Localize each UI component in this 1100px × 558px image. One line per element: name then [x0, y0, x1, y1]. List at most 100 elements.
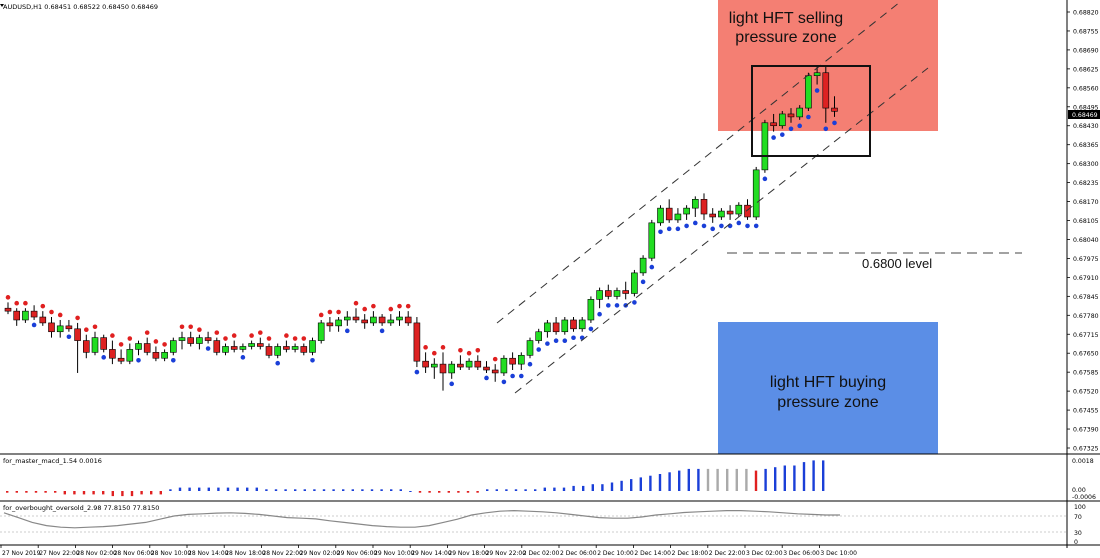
candle-bull: [396, 316, 403, 321]
macd-bar: [265, 489, 268, 491]
macd-bar: [514, 489, 518, 491]
price-axis-label: 0.68820: [1073, 10, 1099, 17]
macd-bar: [15, 491, 18, 493]
current-price-tag: 0.68469: [1072, 112, 1098, 119]
candle-bear: [474, 360, 482, 368]
signal-dot-blue: [745, 223, 750, 229]
macd-bar: [774, 467, 777, 491]
macd-bar: [409, 491, 412, 492]
macd-bar: [130, 491, 134, 497]
candle-bull: [387, 319, 395, 324]
macd-bar: [92, 491, 95, 495]
signal-dot-blue: [345, 328, 350, 334]
candle-bear: [143, 343, 151, 353]
macd-bar: [822, 460, 825, 491]
time-axis-label: 2 Dec 22:00: [709, 550, 746, 557]
candle-bull: [126, 349, 134, 362]
candle-bull: [561, 319, 569, 333]
signal-dot-blue: [449, 381, 455, 387]
candle-bull: [309, 340, 316, 353]
macd-bar: [572, 485, 575, 491]
macd-bar: [284, 489, 287, 491]
signal-dot-blue: [658, 229, 663, 235]
signal-dot-blue: [545, 341, 550, 346]
signal-dot-red: [188, 324, 193, 330]
price-axis: 0.68820 0.68755 0.68690 0.68625 0.68560 0.684…: [1067, 10, 1099, 453]
candle-bull: [587, 299, 595, 321]
price-axis-label: 0.67520: [1073, 389, 1099, 396]
level-label: 0.6800 level: [862, 256, 932, 271]
signal-dot-blue: [501, 379, 507, 385]
candle-bull: [239, 346, 247, 350]
collapse-triangle-icon[interactable]: [0, 4, 4, 7]
time-axis-label: 3 Dec 02:00: [746, 550, 783, 557]
time-axis-label: 28 Nov 10:00: [151, 550, 192, 557]
macd-bar: [745, 468, 748, 491]
macd-bar: [457, 491, 460, 493]
macd-bar: [562, 487, 566, 491]
signal-dot-red: [397, 303, 402, 309]
candle-bear: [622, 290, 630, 294]
macd-bar: [44, 491, 47, 493]
candle-bull: [317, 322, 325, 341]
time-axis-label: 2 Dec 10:00: [597, 550, 634, 557]
signal-dot-blue: [519, 373, 524, 379]
macd-bar: [370, 489, 374, 491]
price-axis-label: 0.67910: [1073, 275, 1099, 282]
signal-dot-blue: [614, 303, 620, 308]
signal-dot-blue: [701, 223, 707, 229]
candle-bull: [674, 213, 682, 221]
price-axis-label: 0.67325: [1073, 446, 1099, 453]
macd-bar: [6, 491, 9, 493]
sell-zone-label-1: light HFT selling: [729, 10, 843, 27]
macd-bar: [678, 470, 681, 491]
candle-bull: [178, 337, 186, 341]
time-axis-label: 3 Dec 06:00: [783, 550, 820, 557]
time-axis-label: 28 Nov 14:00: [188, 550, 229, 557]
signal-dot-red: [362, 306, 368, 312]
time-axis-label: 29 Nov 18:00: [448, 550, 489, 557]
signal-dot-blue: [832, 120, 837, 126]
macd-bar: [630, 479, 633, 491]
price-axis-label: 0.68170: [1073, 199, 1099, 206]
macd-bar: [610, 482, 614, 491]
candle-bear: [378, 316, 386, 324]
signal-dot-blue: [275, 360, 281, 366]
signal-dot-red: [292, 336, 298, 341]
price-axis-label: 0.68235: [1073, 180, 1099, 187]
candle-bear: [117, 357, 125, 362]
signal-dot-red: [249, 333, 254, 338]
macd-bar: [726, 468, 729, 491]
macd-bar: [716, 468, 719, 491]
macd-bar: [102, 491, 105, 495]
macd-histogram: [6, 460, 825, 497]
candle-bull: [343, 316, 351, 321]
candle-bear: [404, 316, 412, 324]
candle-bear: [265, 346, 273, 356]
signal-dot-red: [14, 300, 19, 306]
candle-bear: [213, 340, 221, 353]
macd-bar: [505, 489, 508, 491]
candle-bull: [465, 360, 473, 368]
signal-dot-red: [432, 350, 437, 356]
signal-dot-red: [214, 330, 220, 335]
signal-dot-blue: [666, 226, 672, 232]
signal-dot-blue: [710, 226, 715, 232]
candle-bull: [648, 222, 656, 259]
time-axis-label: 27 Nov 2019: [2, 550, 41, 557]
macd-bar: [735, 468, 738, 491]
signal-dot-red: [458, 347, 463, 353]
obos-line: [3, 509, 840, 529]
macd-bar: [553, 487, 556, 491]
signal-dot-blue: [771, 135, 776, 140]
candle-bull: [752, 169, 760, 218]
signal-dot-red: [318, 312, 324, 318]
candle-bull: [248, 343, 255, 347]
candle-bear: [300, 346, 308, 353]
signal-dot-red: [49, 309, 54, 315]
signal-dot-blue: [788, 126, 794, 132]
channel-lower-line: [514, 67, 929, 394]
signal-dot-blue: [101, 355, 106, 360]
